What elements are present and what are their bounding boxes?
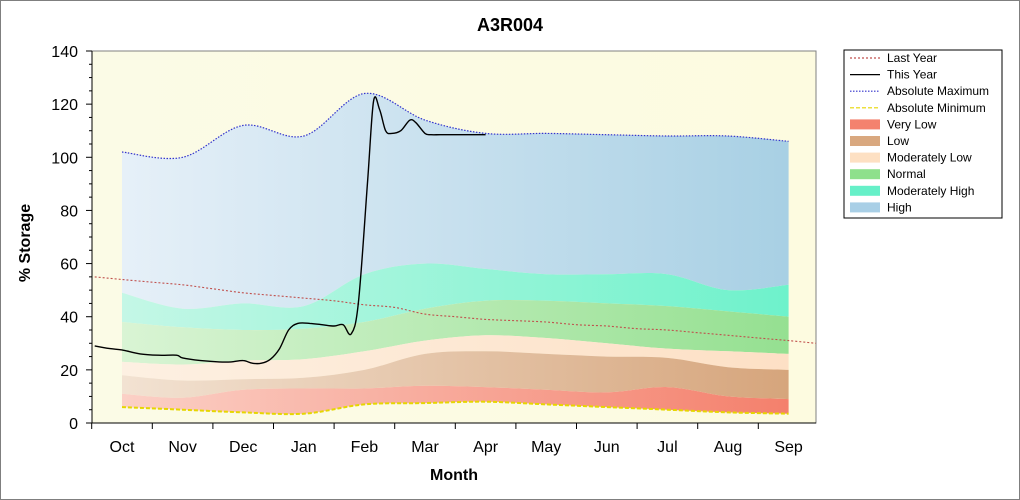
absolute-maximum-line <box>121 92 789 160</box>
x-tick-label: Mar <box>411 439 439 456</box>
storage-bands <box>122 93 789 415</box>
band-low <box>122 351 789 400</box>
legend-swatch <box>850 119 880 130</box>
band-moderately-low <box>122 335 789 381</box>
legend-swatch <box>850 152 880 163</box>
chart-title: A3R004 <box>477 15 543 35</box>
x-tick-label: Feb <box>351 439 379 456</box>
y-tick-label: 60 <box>60 257 78 274</box>
y-tick-label: 0 <box>69 416 78 433</box>
x-axis-ticks: Oct Nov Dec Jan Feb Mar Apr May Jun Jul Aug Sep <box>91 423 803 456</box>
band-moderately-high <box>122 263 789 331</box>
y-axis-label: % Storage <box>17 204 34 282</box>
legend-swatch <box>850 169 880 180</box>
band-normal <box>122 300 789 365</box>
legend-label: High <box>887 200 912 214</box>
legend-label: Low <box>887 134 909 148</box>
y-tick-label: 140 <box>51 44 78 61</box>
series-lines <box>94 92 816 416</box>
y-tick-label: 80 <box>60 203 78 220</box>
y-axis-ticks: 0 20 40 60 80 100 120 140 <box>51 44 92 433</box>
legend-label: Very Low <box>887 117 937 131</box>
x-tick-label: Jan <box>291 439 317 456</box>
band-high <box>122 93 789 310</box>
x-tick-label: Jun <box>594 439 620 456</box>
x-tick-label: Nov <box>168 439 196 456</box>
legend: Last Year This Year Absolute Maximum Absolu… <box>843 49 1003 219</box>
x-tick-label: Sep <box>774 439 803 456</box>
legend-swatch <box>850 202 880 213</box>
legend-swatch <box>850 185 880 196</box>
this-year-line <box>94 96 486 365</box>
x-tick-label: Apr <box>473 439 499 456</box>
legend-label: Last Year <box>887 51 937 65</box>
y-tick-label: 120 <box>51 97 78 114</box>
legend-label: Moderately High <box>887 184 974 198</box>
x-tick-label: May <box>531 439 561 456</box>
x-tick-label: Aug <box>714 439 742 456</box>
y-tick-label: 40 <box>60 310 78 327</box>
x-tick-label: Jul <box>657 439 677 456</box>
y-tick-label: 100 <box>51 150 78 167</box>
legend-label: Normal <box>887 167 926 181</box>
x-axis-label: Month <box>430 467 478 484</box>
absolute-minimum-line <box>121 400 789 416</box>
legend-label: This Year <box>887 68 937 82</box>
x-tick-label: Dec <box>229 439 257 456</box>
legend-label: Absolute Maximum <box>887 84 989 98</box>
x-tick-label: Oct <box>110 439 135 456</box>
y-tick-label: 20 <box>60 363 78 380</box>
legend-swatch <box>850 136 880 146</box>
legend-label: Absolute Minimum <box>887 101 986 115</box>
legend-label: Moderately Low <box>887 151 972 165</box>
